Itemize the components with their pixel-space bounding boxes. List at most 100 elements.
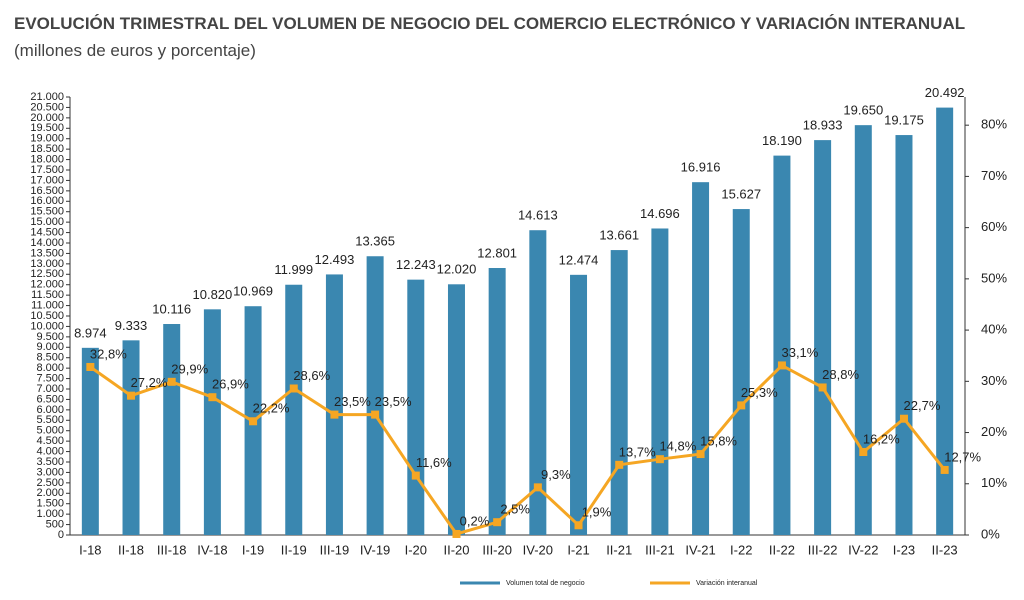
bar-value-label: 13.661 [599,228,639,243]
line-value-label: 23,5% [334,394,371,409]
line-marker [289,384,298,393]
y-tick-label: 21.000 [30,91,64,103]
line-value-label: 25,3% [741,385,778,400]
y2-tick-label: 50% [981,270,1007,285]
legend-label: Volumen total de negocio [506,580,585,587]
bar [447,284,465,535]
x-tick-label: II-21 [606,542,632,557]
y2-tick-label: 20% [981,424,1007,439]
bar-value-label: 15.627 [721,187,761,202]
y-tick-label: 7.500 [36,372,64,384]
bar [610,250,628,536]
line-value-label: 12,7% [944,449,981,464]
y2-tick-label: 0% [981,526,1000,541]
y-tick-label: 5.000 [36,425,64,437]
x-tick-label: I-18 [79,542,101,557]
line-value-label: 29,9% [171,361,208,376]
line-marker [533,483,542,492]
line-marker [208,393,217,402]
line-value-label: 23,5% [375,394,412,409]
bar-value-label: 12.020 [437,262,477,277]
line-marker [493,518,502,527]
bar-value-label: 12.801 [477,245,517,260]
bar [936,107,954,535]
line-marker [249,417,258,426]
line-marker [371,410,380,419]
y-tick-label: 17.000 [30,174,64,186]
bar-value-label: 12.474 [559,252,599,267]
y-tick-label: 9.500 [36,331,64,343]
x-tick-label: III-21 [645,542,675,557]
y-tick-label: 5.500 [36,414,64,426]
x-tick-label: III-22 [808,542,838,557]
bar-value-label: 20.492 [925,85,965,100]
y-tick-label: 1.500 [36,498,64,510]
bar-value-label: 12.243 [396,257,436,272]
y-tick-label: 4.000 [36,445,64,457]
x-tick-label: IV-20 [523,542,553,557]
y-tick-label: 15.500 [30,206,64,218]
chart-title-block: EVOLUCIÓN TRIMESTRAL DEL VOLUMEN DE NEGO… [14,10,1014,64]
y-tick-label: 2.000 [36,487,64,499]
y-tick-label: 13.000 [30,258,64,270]
y-tick-label: 13.500 [30,247,64,259]
bar-value-label: 14.613 [518,208,558,223]
chart-title: EVOLUCIÓN TRIMESTRAL DEL VOLUMEN DE NEGO… [14,14,966,33]
y-tick-label: 8.500 [36,352,64,364]
x-tick-label: II-18 [118,542,144,557]
y2-tick-label: 70% [981,168,1007,183]
line-marker [818,383,827,392]
line-marker [411,471,420,480]
bar [651,228,669,535]
line-marker [127,391,136,400]
x-tick-label: IV-21 [685,542,715,557]
line-value-label: 22,2% [253,401,290,416]
line-marker [696,450,705,459]
line-marker [574,521,583,530]
y-tick-label: 12.000 [30,279,64,291]
x-tick-label: I-21 [567,542,589,557]
line-marker [737,401,746,410]
bar-value-label: 10.969 [233,284,273,299]
bar-value-label: 8.974 [74,325,107,340]
bar [203,309,221,535]
bar-value-label: 13.365 [355,234,395,249]
bar [285,284,303,535]
line-marker [330,410,339,419]
legend-label: Variación interanual [696,580,758,587]
line-value-label: 2,5% [500,502,530,517]
x-tick-label: I-22 [730,542,752,557]
y-tick-label: 16.000 [30,195,64,207]
bar-value-label: 18.190 [762,133,802,148]
bar [732,209,750,535]
line-value-label: 0,2% [460,513,490,528]
line-value-label: 11,6% [416,455,452,470]
bar [488,268,506,535]
x-tick-label: I-19 [242,542,264,557]
y2-tick-label: 60% [981,219,1007,234]
x-tick-label: I-20 [405,542,427,557]
line-value-label: 28,8% [822,367,859,382]
x-tick-label: II-22 [769,542,795,557]
x-tick-label: IV-18 [197,542,227,557]
y-tick-label: 6.000 [36,404,64,416]
bar-value-label: 11.999 [274,262,313,277]
y-tick-label: 8.000 [36,362,64,374]
y-tick-label: 2.500 [36,477,64,489]
y-tick-label: 9.000 [36,341,64,353]
x-tick-label: IV-19 [360,542,390,557]
y-tick-label: 3.000 [36,466,64,478]
bar-value-label: 12.493 [315,252,355,267]
y-tick-label: 19.500 [30,122,64,134]
line-value-label: 15,8% [700,433,737,448]
x-tick-label: II-19 [281,542,307,557]
bar [814,140,832,536]
line-marker [655,455,664,464]
x-tick-label: III-19 [320,542,350,557]
y-tick-label: 1.000 [36,508,64,520]
line-marker [899,414,908,423]
bar-value-label: 10.820 [193,287,233,302]
line-value-label: 26,9% [212,377,249,392]
